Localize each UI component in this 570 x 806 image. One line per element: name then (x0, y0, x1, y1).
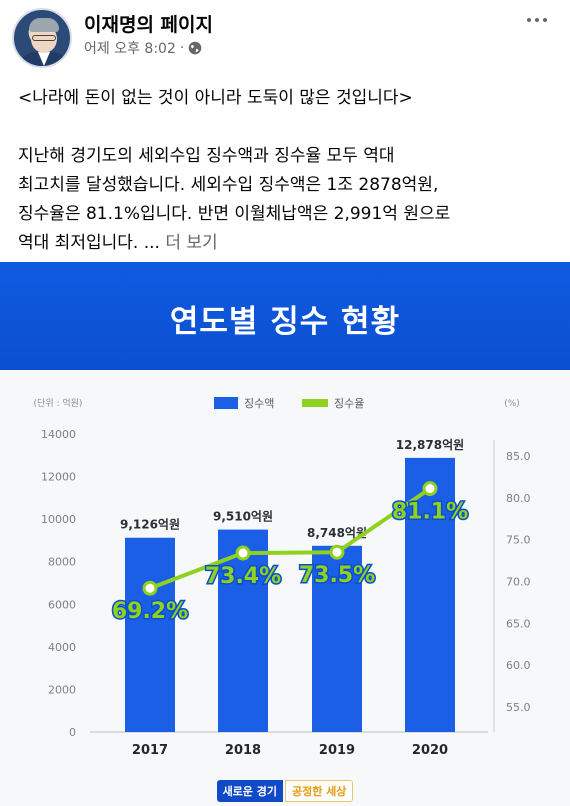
right-tick-label: 65.0 (506, 617, 531, 630)
more-options-icon[interactable] (520, 10, 554, 30)
left-tick-label: 4000 (48, 641, 76, 654)
right-tick-label: 75.0 (506, 534, 531, 547)
left-tick-label: 10000 (41, 513, 76, 526)
post-line: 지난해 경기도의 세외수입 징수액과 징수율 모두 역대 (18, 146, 395, 166)
post-header: 이재명의 페이지 어제 오후 8:02 · (0, 0, 570, 70)
left-axis-label: (단위 : 억원) (34, 397, 83, 409)
rate-label: 69.2% (112, 599, 188, 624)
post-meta: 어제 오후 8:02 · (84, 38, 202, 58)
post-image[interactable]: 연도별 징수 현황 (단위 : 억원) 0 2000 4000 6000 8000 1000… (0, 262, 570, 806)
bar (218, 529, 268, 732)
right-axis-label: (%) (504, 399, 520, 409)
avatar-glasses (32, 35, 56, 41)
rate-label: 73.5% (299, 563, 375, 588)
right-tick-label: 80.0 (506, 492, 531, 505)
post-line: 징수율은 81.1%입니다. 반면 이월체납액은 2,991억 원으로 (18, 204, 451, 224)
rate-point (329, 544, 345, 560)
bar-value-label: 12,878억원 (396, 438, 464, 452)
category-label: 2019 (319, 743, 355, 758)
bar-value-label: 9,510억원 (213, 510, 273, 524)
left-tick-label: 14000 (41, 428, 76, 441)
left-tick-label: 6000 (48, 598, 76, 611)
paragraph-gap (18, 113, 558, 142)
post-message: <나라에 돈이 없는 것이 아니라 도둑이 많은 것입니다> 지난해 경기도의 … (18, 84, 558, 258)
meta-separator: · (179, 40, 185, 56)
bar (125, 537, 175, 732)
bar (312, 545, 362, 732)
rate-line (149, 486, 432, 591)
category-label: 2018 (225, 743, 261, 758)
page-avatar[interactable] (12, 8, 72, 68)
legend-label: 징수액 (244, 397, 274, 410)
post-timestamp[interactable]: 어제 오후 8:02 (84, 41, 176, 57)
post-line: <나라에 돈이 없는 것이 아니라 도둑이 많은 것입니다> (18, 88, 413, 108)
collection-chart: (단위 : 억원) 0 2000 4000 6000 8000 10000 12000 1400… (34, 397, 531, 758)
rate-point (422, 481, 438, 497)
left-tick-label: 12000 (41, 471, 76, 484)
page-name-link[interactable]: 이재명의 페이지 (84, 14, 213, 36)
left-tick-label: 0 (69, 726, 76, 739)
avatar-hair (29, 18, 59, 32)
right-tick-label: 60.0 (506, 659, 531, 672)
legend-label: 징수율 (334, 397, 364, 410)
post-line: 역대 최저입니다. ... (18, 233, 160, 253)
category-label: 2020 (412, 743, 448, 758)
left-tick-label: 8000 (48, 556, 76, 569)
left-tick-label: 2000 (48, 683, 76, 696)
bar-value-label: 9,126억원 (120, 518, 180, 532)
slogan-right: 공정한 세상 (285, 780, 354, 802)
right-tick-label: 70.0 (506, 576, 531, 589)
rate-point (235, 545, 251, 561)
legend-swatch-bar (214, 397, 238, 409)
category-label: 2017 (132, 743, 168, 758)
legend-swatch-line (302, 399, 328, 407)
bar (405, 457, 455, 732)
chart-panel: (단위 : 억원) 0 2000 4000 6000 8000 10000 12000 1400… (0, 370, 570, 806)
rate-label: 81.1% (392, 500, 468, 525)
post-line-last: 역대 최저입니다. ... 더 보기 (18, 229, 558, 258)
rate-label: 73.4% (205, 564, 281, 589)
right-tick-label: 85.0 (506, 450, 531, 463)
bar-value-label: 8,748억원 (307, 526, 367, 540)
right-tick-label: 55.0 (506, 701, 531, 714)
rate-point (142, 580, 158, 596)
see-more-link[interactable]: 더 보기 (165, 233, 218, 253)
gyeonggi-slogan-logo: 새로운 경기 공정한 세상 (0, 776, 570, 806)
graphic-banner: 연도별 징수 현황 (0, 262, 570, 370)
graphic-title: 연도별 징수 현황 (169, 304, 401, 340)
post-line: 최고치를 달성했습니다. 세외수입 징수액은 1조 2878억원, (18, 175, 439, 195)
globe-icon[interactable] (188, 41, 202, 55)
slogan-left: 새로운 경기 (216, 780, 283, 802)
